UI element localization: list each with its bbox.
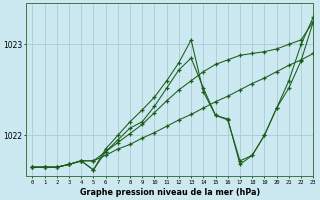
X-axis label: Graphe pression niveau de la mer (hPa): Graphe pression niveau de la mer (hPa) [80,188,260,197]
